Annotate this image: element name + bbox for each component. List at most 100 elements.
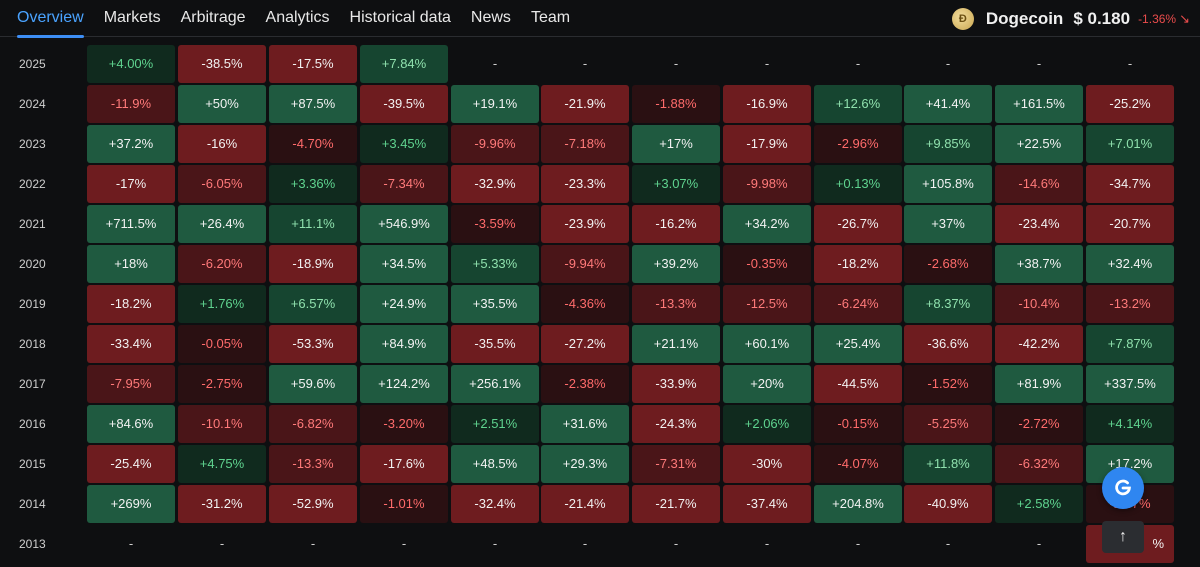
arrow-up-icon: ↑ xyxy=(1119,528,1127,545)
return-cell: -38.5% xyxy=(178,45,266,83)
return-cell: -17.6% xyxy=(360,445,448,483)
year-label: 2023 xyxy=(19,137,46,151)
return-cell: -6.32% xyxy=(995,445,1083,483)
return-cell: +2.58% xyxy=(995,485,1083,523)
return-cell: +4.00% xyxy=(87,45,175,83)
return-cell: +0.13% xyxy=(814,165,902,203)
year-label: 2017 xyxy=(19,377,46,391)
return-cell: +204.8% xyxy=(814,485,902,523)
return-cell: +9.85% xyxy=(904,125,992,163)
return-cell: -0.15% xyxy=(814,405,902,443)
return-cell: -21.7% xyxy=(632,485,720,523)
tab-team[interactable]: Team xyxy=(530,9,571,26)
return-cell: +87.5% xyxy=(269,85,357,123)
return-cell: -9.96% xyxy=(451,125,539,163)
year-label: 2022 xyxy=(19,177,46,191)
return-cell: -7.34% xyxy=(360,165,448,203)
return-cell: -4.36% xyxy=(541,285,629,323)
table-row: 2022 -17% -6.05% +3.36% -7.34% -32.9% -23.3% +3… xyxy=(0,164,1200,204)
year-label: 2015 xyxy=(19,457,46,471)
return-cell: -18.2% xyxy=(87,285,175,323)
return-cell: +21.1% xyxy=(632,325,720,363)
return-cell: -42.2% xyxy=(995,325,1083,363)
return-cell: +25.4% xyxy=(814,325,902,363)
return-cell: -9.94% xyxy=(541,245,629,283)
return-cell: -4.07% xyxy=(814,445,902,483)
return-cell: - xyxy=(945,536,951,551)
return-cell: +26.4% xyxy=(178,205,266,243)
tab-analytics[interactable]: Analytics xyxy=(265,9,330,26)
return-cell: +6.57% xyxy=(269,285,357,323)
year-label: 2024 xyxy=(19,97,46,111)
return-cell: -18.2% xyxy=(814,245,902,283)
return-cell: -25.4% xyxy=(87,445,175,483)
return-cell: -24.3% xyxy=(632,405,720,443)
return-cell: -27.2% xyxy=(541,325,629,363)
return-cell: +38.7% xyxy=(995,245,1083,283)
return-cell: -33.9% xyxy=(632,365,720,403)
return-cell: +59.6% xyxy=(269,365,357,403)
return-cell: +17% xyxy=(632,125,720,163)
tab-historical-data[interactable]: Historical data xyxy=(349,9,451,26)
return-cell: +31.6% xyxy=(541,405,629,443)
scroll-to-top-button[interactable]: ↑ xyxy=(1102,521,1144,553)
return-cell: - xyxy=(855,56,861,71)
return-cell: -3.59% xyxy=(451,205,539,243)
return-cell: -2.68% xyxy=(904,245,992,283)
return-cell: -3.20% xyxy=(360,405,448,443)
return-cell: +7.84% xyxy=(360,45,448,83)
return-cell: -11.9% xyxy=(87,85,175,123)
return-cell: - xyxy=(764,536,770,551)
return-cell: -30% xyxy=(723,445,811,483)
return-cell: +711.5% xyxy=(87,205,175,243)
return-cell: +34.2% xyxy=(723,205,811,243)
return-cell: -21.4% xyxy=(541,485,629,523)
return-cell: -40.9% xyxy=(904,485,992,523)
tab-news[interactable]: News xyxy=(470,9,511,26)
return-cell: - xyxy=(219,536,225,551)
tab-overview[interactable]: Overview xyxy=(0,0,94,38)
return-cell: +161.5% xyxy=(995,85,1083,123)
return-cell: +2.06% xyxy=(723,405,811,443)
return-cell: -25.2% xyxy=(1086,85,1174,123)
return-cell: +39.2% xyxy=(632,245,720,283)
return-cell: +37.2% xyxy=(87,125,175,163)
year-label: 2018 xyxy=(19,337,46,351)
return-cell: -6.20% xyxy=(178,245,266,283)
coin-summary: Ð Dogecoin $ 0.180 -1.36% ↘ xyxy=(951,0,1190,37)
return-cell: - xyxy=(764,56,770,71)
year-label: 2021 xyxy=(19,217,46,231)
return-cell: -4.70% xyxy=(269,125,357,163)
tab-arbitrage[interactable]: Arbitrage xyxy=(180,9,246,26)
year-label: 2016 xyxy=(19,417,46,431)
return-cell: - xyxy=(401,536,407,551)
tab-markets[interactable]: Markets xyxy=(103,9,161,26)
return-cell: - xyxy=(582,536,588,551)
return-cell: +34.5% xyxy=(360,245,448,283)
return-cell: - xyxy=(1036,56,1042,71)
return-cell: -16.2% xyxy=(632,205,720,243)
return-cell: - xyxy=(945,56,951,71)
return-cell: -16% xyxy=(178,125,266,163)
return-cell: +8.37% xyxy=(904,285,992,323)
return-cell: -13.2% xyxy=(1086,285,1174,323)
return-cell: +37% xyxy=(904,205,992,243)
tab-bar: Overview Markets Arbitrage Analytics Histori… xyxy=(0,0,580,38)
return-cell: -13.3% xyxy=(632,285,720,323)
return-cell: +32.4% xyxy=(1086,245,1174,283)
return-cell: -26.7% xyxy=(814,205,902,243)
return-cell: - xyxy=(128,536,134,551)
return-cell: +3.07% xyxy=(632,165,720,203)
return-cell: -53.3% xyxy=(269,325,357,363)
return-cell: -17% xyxy=(87,165,175,203)
return-cell: -5.25% xyxy=(904,405,992,443)
return-cell: - xyxy=(582,56,588,71)
return-cell: +7.01% xyxy=(1086,125,1174,163)
table-row: 2014 +269% -31.2% -52.9% -1.01% -32.4% -21.4% -… xyxy=(0,484,1200,524)
return-cell: -10.4% xyxy=(995,285,1083,323)
return-cell: +35.5% xyxy=(451,285,539,323)
year-label: 2025 xyxy=(19,57,46,71)
return-cell: -2.75% xyxy=(178,365,266,403)
assistant-button[interactable] xyxy=(1102,467,1144,509)
return-cell: - xyxy=(492,56,498,71)
